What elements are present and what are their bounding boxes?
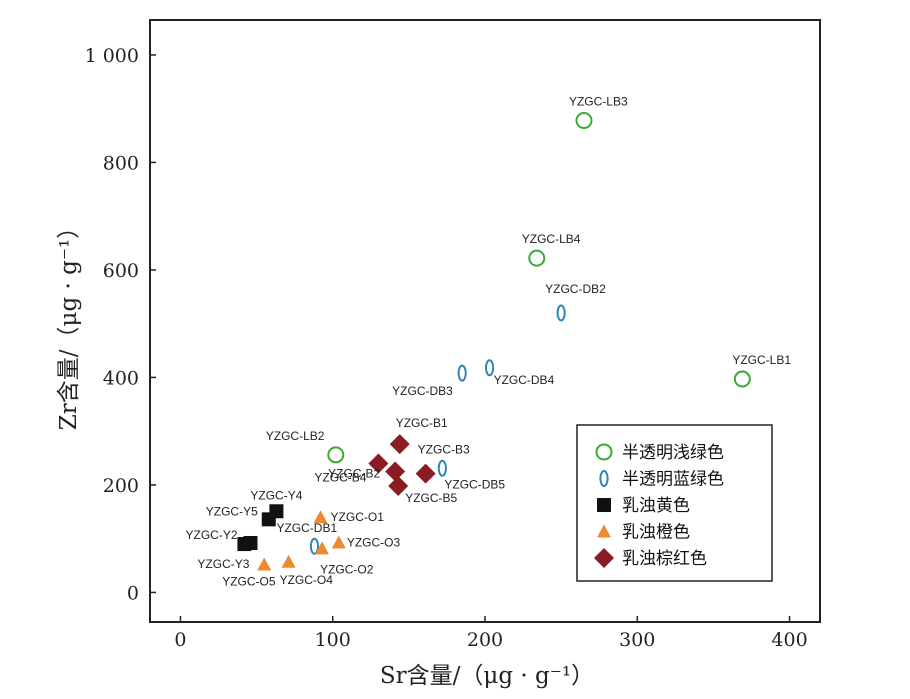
data-point-label: YZGC-Y2 — [186, 528, 238, 542]
data-point — [261, 512, 276, 527]
data-point — [733, 370, 751, 388]
legend-label: 乳浊黄色 — [622, 496, 690, 516]
y-tick-label: 600 — [103, 260, 139, 282]
data-points: YZGC-LB3 YZGC-LB4 YZGC-LB1 YZGC-LB2 YZGC-DB2… — [186, 95, 792, 589]
legend-label: 乳浊橙色 — [622, 523, 690, 543]
data-point — [484, 359, 495, 377]
y-tick-label: 1 000 — [85, 45, 139, 67]
data-point — [415, 463, 436, 484]
data-point — [368, 453, 389, 474]
data-point — [237, 537, 252, 552]
data-point — [388, 476, 409, 497]
data-point-label: YZGC-O1 — [331, 510, 385, 524]
y-tick-label: 0 — [127, 582, 139, 604]
legend-marker — [595, 443, 613, 461]
data-point-label: YZGC-B3 — [418, 443, 470, 457]
legend-label: 乳浊棕红色 — [622, 549, 707, 569]
x-tick-label: 100 — [315, 629, 351, 651]
data-point-label: YZGC-O2 — [320, 562, 374, 576]
x-tick-label: 300 — [619, 629, 655, 651]
data-point — [437, 459, 447, 477]
data-point — [327, 446, 345, 464]
data-point-label: YZGC-DB3 — [392, 384, 453, 398]
data-point-label: YZGC-Y3 — [197, 557, 249, 571]
data-point — [528, 249, 546, 267]
data-point — [281, 554, 296, 568]
legend-marker — [594, 548, 614, 568]
y-tick-label: 400 — [103, 367, 139, 389]
data-point — [309, 537, 320, 555]
data-point-label: YZGC-B4 — [314, 470, 366, 484]
data-point — [257, 557, 272, 571]
data-point-label: YZGC-O5 — [222, 574, 276, 588]
data-point-label: YZGC-Y5 — [206, 504, 258, 518]
legend-marker — [599, 470, 609, 487]
x-axis-title: Sr含量/（μg · g⁻¹） — [380, 663, 594, 689]
data-point — [556, 304, 566, 322]
data-point-label: YZGC-B2 — [328, 467, 380, 481]
y-tick-label: 800 — [103, 152, 139, 174]
data-point — [385, 461, 406, 482]
x-tick-label: 400 — [771, 629, 807, 651]
y-tick-label: 200 — [103, 475, 139, 497]
data-point — [331, 535, 346, 549]
legend-label: 半透明浅绿色 — [622, 443, 724, 463]
data-point-label: YZGC-B1 — [396, 416, 448, 430]
legend-label: 半透明蓝绿色 — [622, 470, 724, 490]
data-point-label: YZGC-LB1 — [732, 353, 791, 367]
x-tick-label: 0 — [174, 629, 186, 651]
data-point — [389, 434, 410, 455]
data-point — [313, 510, 328, 524]
data-point-label: YZGC-DB1 — [276, 521, 337, 535]
data-point-label: YZGC-O4 — [280, 573, 334, 587]
data-point — [457, 364, 467, 382]
data-point-label: YZGC-LB2 — [266, 429, 325, 443]
data-point-label: YZGC-O3 — [347, 535, 401, 549]
y-axis-title: Zr含量/（μg · g⁻¹） — [56, 216, 82, 430]
data-point-label: YZGC-LB3 — [569, 95, 628, 109]
data-point-label: YZGC-LB4 — [522, 232, 581, 246]
data-point-label: YZGC-B5 — [405, 491, 457, 505]
data-point-label: YZGC-DB5 — [444, 477, 505, 491]
data-point — [315, 541, 330, 555]
x-axis: 0 100 200 300 400 — [174, 616, 808, 651]
data-point-label: YZGC-Y4 — [250, 488, 302, 502]
data-point — [575, 112, 593, 130]
y-axis: 0 200 400 600 800 1 000 — [85, 45, 156, 604]
x-tick-label: 200 — [467, 629, 503, 651]
data-point-label: YZGC-DB4 — [494, 373, 555, 387]
legend-marker — [597, 498, 611, 512]
legend-marker — [597, 524, 611, 538]
data-point-label: YZGC-DB2 — [545, 282, 606, 296]
